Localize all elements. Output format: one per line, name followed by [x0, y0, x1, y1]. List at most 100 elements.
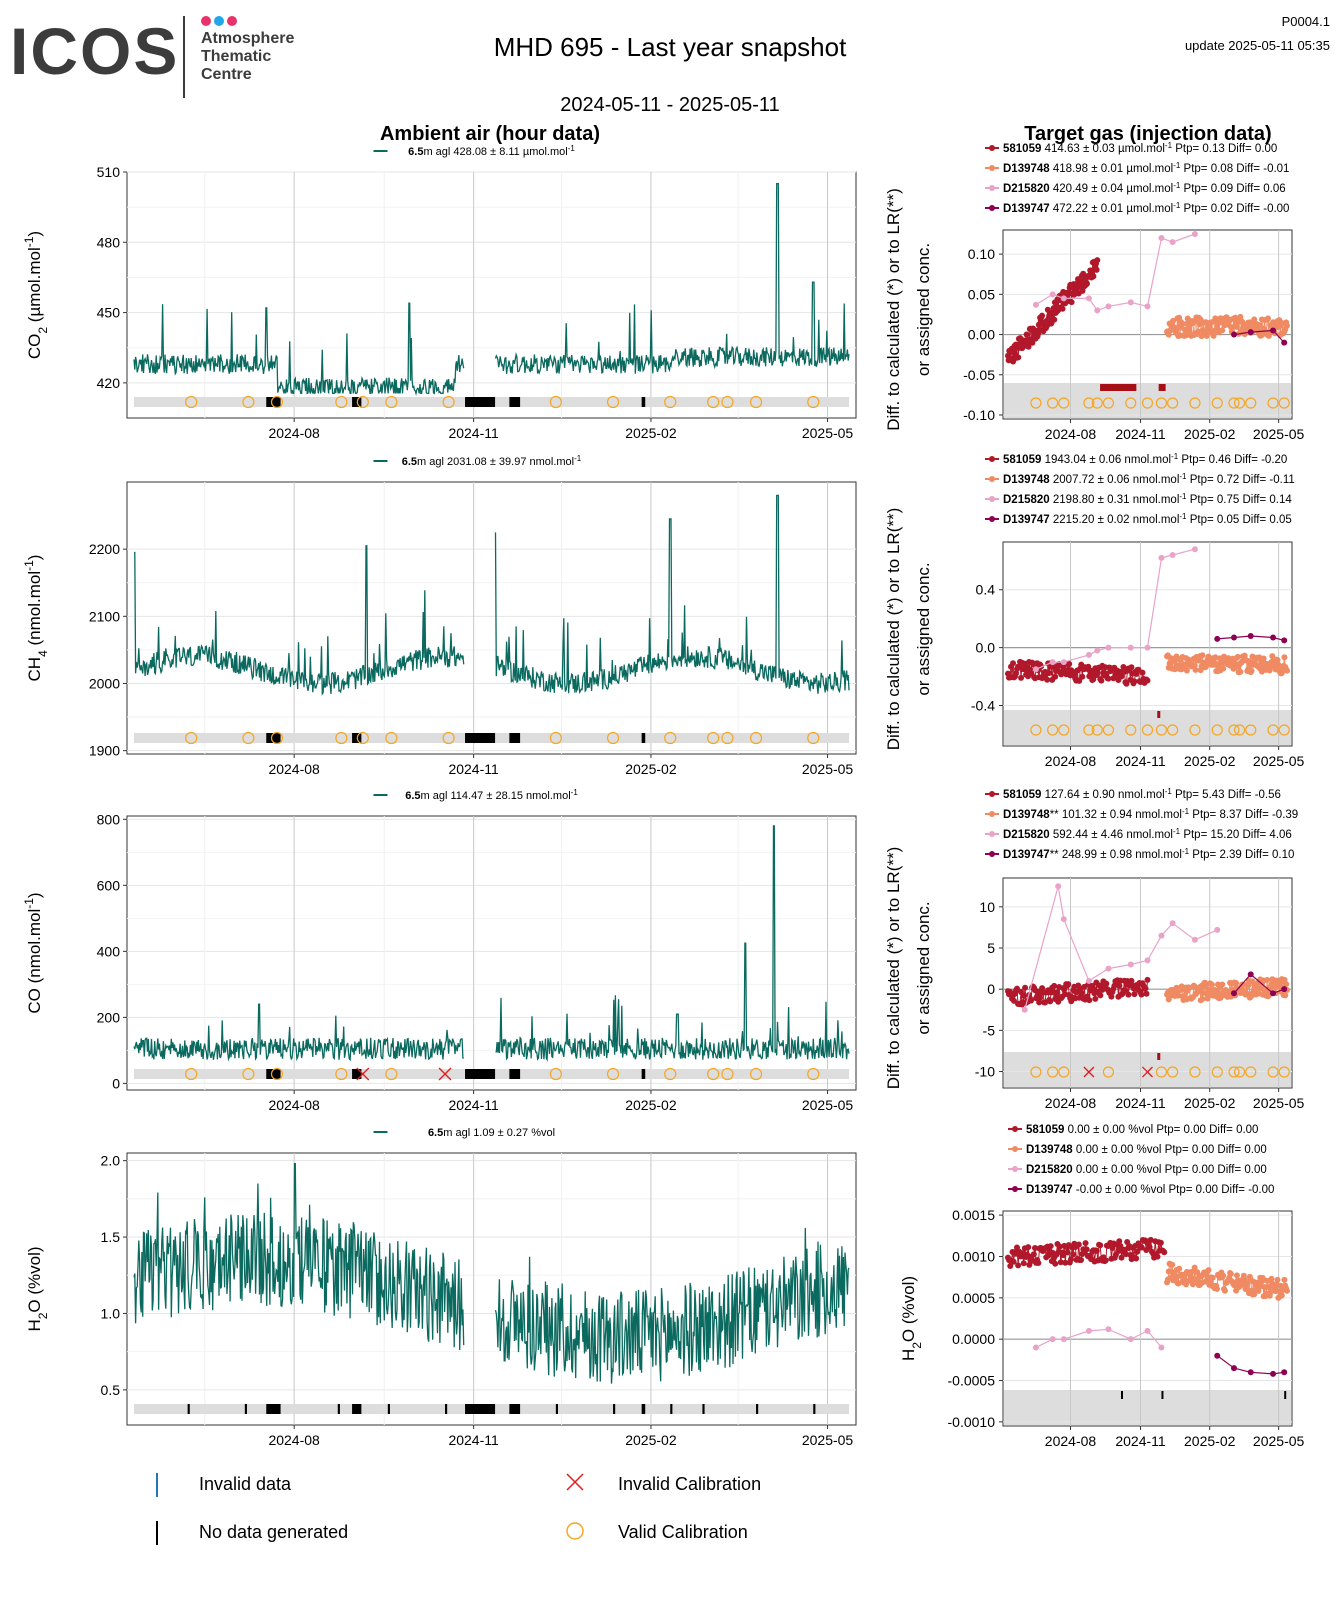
- series-581059-point: [1010, 660, 1017, 667]
- x-tick-label: 2025-05: [1253, 1433, 1305, 1449]
- valid-calibration-legend-icon: [566, 1522, 584, 1540]
- valid-calibration-marker: [606, 395, 620, 409]
- target-legend-entry: D139748** 101.32 ± 0.94 nmol.mol-1 Ptp= …: [1003, 807, 1298, 822]
- series-D139748-point: [1191, 1264, 1198, 1271]
- series-581059-point: [1075, 1241, 1082, 1248]
- valid-calibration-marker: [270, 395, 284, 409]
- valid-calibration-marker: [1267, 397, 1279, 409]
- logo-divider: [183, 16, 185, 98]
- series-D139748-point: [1259, 1274, 1266, 1281]
- x-tick-label: 2025-02: [625, 1097, 677, 1113]
- series-581059-point: [1056, 1243, 1063, 1250]
- valid-calibration-marker: [721, 731, 734, 745]
- series-581059-point: [1115, 1248, 1122, 1255]
- update-timestamp: update 2025-05-11 05:35: [1184, 38, 1330, 53]
- series-D139748-point: [1278, 1292, 1285, 1299]
- series-D139747-point: [1281, 986, 1288, 993]
- invalid-calibration-marker: [1142, 1066, 1153, 1078]
- x-tick-label: 2025-02: [625, 1432, 677, 1448]
- x-tick-label: 2024-08: [268, 761, 320, 777]
- series-D139747-point: [1230, 331, 1237, 338]
- valid-calibration-marker: [185, 731, 198, 745]
- series-581059-point: [1139, 669, 1146, 676]
- series-581059-point: [1045, 1252, 1052, 1259]
- series-D215820-point: [1191, 231, 1198, 238]
- logo-dot-icon: [227, 16, 237, 26]
- x-tick-label: 2025-02: [625, 425, 677, 441]
- series-D139748-point: [1284, 1287, 1290, 1294]
- no-data-mark: [509, 397, 521, 407]
- no-data-mark: [352, 1069, 362, 1079]
- valid-calibration-marker: [549, 395, 562, 409]
- y-tick-label: 600: [97, 877, 121, 893]
- y-tick-label: -10: [975, 1064, 995, 1080]
- h2o-ambient-chart: 0.5 1.0 1.5 2.0 2024-08 2024-11 2025-02 2025-05…: [25, 1127, 857, 1448]
- y-tick-label: 0.4: [976, 582, 996, 598]
- series-581059-point: [1022, 984, 1029, 991]
- no-data-mark: [509, 733, 521, 743]
- series-D139748-point: [1237, 668, 1244, 675]
- series-D215820-point: [1049, 659, 1056, 666]
- series-D215820-point: [1055, 883, 1062, 890]
- series-D139748-point: [1260, 655, 1267, 662]
- logo-line: Atmosphere: [201, 30, 295, 47]
- series-581059-point: [1057, 1259, 1064, 1266]
- series-D139747-point: [1281, 1369, 1288, 1376]
- series-D139748-point: [1204, 995, 1211, 1002]
- y-axis-label: H2O (%vol): [899, 1276, 924, 1361]
- plot-panel: [126, 481, 857, 755]
- ch4-target-chart: -0.4 0.0 0.4 2024-08 2024-11 2025-02 2025-05 58…: [884, 452, 1305, 770]
- valid-calibration-marker: [356, 731, 369, 745]
- no-data-mark: [465, 733, 496, 743]
- y-tick-label: 0.0005: [952, 1290, 995, 1306]
- x-tick-label: 2025-05: [802, 1097, 854, 1113]
- plot-panel: [126, 171, 857, 419]
- series-D139748-point: [1186, 328, 1193, 335]
- valid-calibration-marker: [1030, 397, 1042, 409]
- target-legend-entry: 581059 127.64 ± 0.90 nmol.mol-1 Ptp= 5.4…: [1003, 787, 1281, 802]
- invalid-calibration-legend-icon: [566, 1473, 584, 1491]
- series-D139747-point: [1230, 990, 1237, 997]
- target-legend-swatch-dot: [989, 831, 995, 837]
- series-D139748-point: [1210, 332, 1217, 339]
- y-tick-label: 480: [97, 234, 121, 250]
- valid-calibration-marker: [1047, 397, 1059, 409]
- series-581059-point: [1059, 305, 1066, 312]
- page-title: MHD 695 - Last year snapshot: [493, 32, 847, 62]
- valid-calibration-marker: [807, 395, 820, 409]
- valid-calibration-marker: [1245, 397, 1257, 409]
- target-legend-swatch-dot: [989, 811, 995, 817]
- series-D139748-point: [1255, 1287, 1262, 1294]
- series-D139748-point: [1265, 315, 1272, 322]
- series-D139748-point: [1214, 1285, 1221, 1292]
- series-D139748-point: [1281, 654, 1288, 661]
- valid-calibration-marker: [606, 731, 620, 745]
- target-legend-entry: 581059 414.63 ± 0.03 µmol.mol-1 Ptp= 0.1…: [1003, 141, 1277, 156]
- valid-calibration-marker: [1141, 397, 1154, 409]
- series-D215820-point: [1158, 932, 1165, 939]
- series-581059-point: [1028, 997, 1035, 1004]
- series-D139748-point: [1284, 322, 1290, 329]
- valid-calibration-marker: [1058, 1066, 1070, 1078]
- series-D139747-point: [1281, 637, 1288, 644]
- target-legend-swatch-dot: [989, 516, 995, 522]
- target-legend-entry: D139747 -0.00 ± 0.00 %vol Ptp= 0.00 Diff…: [1026, 1184, 1274, 1196]
- x-tick-label: 2024-11: [1115, 1433, 1166, 1449]
- y-axis-label-line2: or assigned conc.: [914, 562, 933, 695]
- y-axis-label: H2O (%vol): [25, 1246, 50, 1331]
- series-581059-point: [1067, 1256, 1074, 1263]
- series-D139748-point: [1233, 980, 1240, 987]
- series-581059-point: [1031, 1245, 1038, 1252]
- x-tick-label: 2025-02: [1184, 1095, 1236, 1111]
- x-tick-label: 2025-05: [1253, 753, 1305, 769]
- series-D215820-point: [1094, 307, 1101, 314]
- x-tick-label: 2025-02: [1184, 426, 1236, 442]
- series-581059-point: [1116, 982, 1123, 989]
- series-581059-point: [1052, 1260, 1059, 1267]
- series-D139748-point: [1192, 666, 1199, 673]
- no-data-mark: [1284, 1391, 1287, 1399]
- series-581059-point: [1092, 995, 1099, 1002]
- series-D215820-point: [1214, 926, 1221, 933]
- x-tick-label: 2024-08: [268, 1432, 320, 1448]
